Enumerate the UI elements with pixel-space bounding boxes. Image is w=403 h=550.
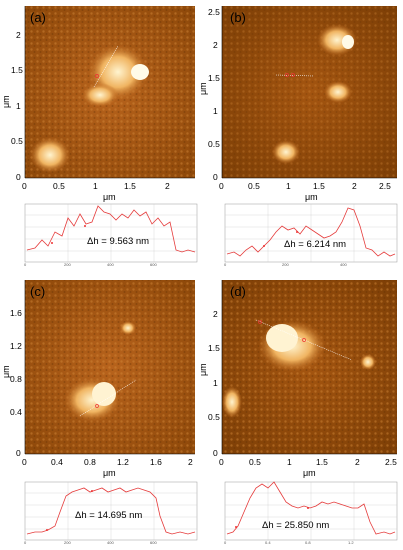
y-tick: 0 xyxy=(213,172,218,182)
y-tick: 0 xyxy=(16,172,21,182)
section-line xyxy=(255,319,353,361)
height-profile-b: Δh = 6.214 nm 0 200 400 xyxy=(224,203,398,267)
section-line xyxy=(275,74,315,77)
x-tick: 1.2 xyxy=(117,457,129,467)
x-tick: 2.5 xyxy=(385,457,397,467)
y-tick: 0.5 xyxy=(208,412,220,422)
x-tick: 0 xyxy=(219,457,224,467)
x-tick: 1 xyxy=(287,457,292,467)
y-tick: 2.5 xyxy=(208,7,220,17)
y-tick: 1.5 xyxy=(208,73,220,83)
x-tick: 0 xyxy=(22,181,27,191)
y-tick: 0 xyxy=(16,448,21,458)
y-tick: 0.8 xyxy=(10,374,22,384)
svg-text:600: 600 xyxy=(150,540,157,545)
x-tick: 1.5 xyxy=(124,181,136,191)
y-tick: 0.4 xyxy=(10,407,22,417)
y-tick: 2 xyxy=(213,40,218,50)
y-tick: 1.6 xyxy=(10,308,22,318)
svg-text:200: 200 xyxy=(282,262,289,267)
height-difference-label: Δh = 14.695 nm xyxy=(75,510,142,521)
height-profile-c: Δh = 14.695 nm 0 200 400 600 xyxy=(24,481,198,545)
svg-text:0: 0 xyxy=(24,540,27,545)
panel-b-figure: (b) 0 0.5 1 1.5 2 2.5 μm 0 0.5 1 1.5 2 2… xyxy=(200,6,398,267)
x-tick: 0 xyxy=(219,181,224,191)
x-axis-label: μm xyxy=(303,468,316,478)
svg-text:200: 200 xyxy=(64,540,71,545)
height-profile-a: Δh = 9.563 nm 0 200 400 600 xyxy=(24,203,198,267)
svg-text:400: 400 xyxy=(107,262,114,267)
svg-text:0.4: 0.4 xyxy=(265,540,271,545)
x-tick: 0.8 xyxy=(84,457,96,467)
x-tick: 2 xyxy=(352,181,357,191)
height-difference-label: Δh = 9.563 nm xyxy=(87,236,149,247)
x-tick: 0.5 xyxy=(53,181,65,191)
x-tick: 0.5 xyxy=(248,181,260,191)
y-tick: 2 xyxy=(16,30,21,40)
x-axis-label: μm xyxy=(305,192,318,202)
panel-b: (b) 0 0.5 1 1.5 2 2.5 μm 0 0.5 1 1.5 2 2… xyxy=(200,0,403,268)
svg-text:0: 0 xyxy=(224,262,227,267)
panel-c: (c) 0 0.4 0.8 1.2 1.6 2 μm 0 0.4 0.8 1.2… xyxy=(0,276,200,550)
svg-text:600: 600 xyxy=(150,262,157,267)
y-axis-label: μm xyxy=(200,82,208,95)
profile-line xyxy=(226,207,396,257)
profile-line xyxy=(226,481,396,535)
y-axis-label: μm xyxy=(200,363,208,376)
y-axis-label: μm xyxy=(1,95,11,108)
y-tick: 0.5 xyxy=(208,139,220,149)
panel-c-figure: (c) 0 0.4 0.8 1.2 1.6 2 μm 0 0.4 0.8 1.2… xyxy=(1,280,198,545)
panel-label: (a) xyxy=(30,10,46,25)
y-tick: 1.2 xyxy=(10,341,22,351)
height-difference-label: Δh = 25.850 nm xyxy=(262,520,329,531)
height-difference-label: Δh = 6.214 nm xyxy=(284,239,346,250)
x-tick: 1.5 xyxy=(313,181,325,191)
svg-text:1.2: 1.2 xyxy=(348,540,354,545)
svg-text:0: 0 xyxy=(24,262,27,267)
y-tick: 1 xyxy=(16,101,21,111)
svg-text:0: 0 xyxy=(224,540,227,545)
svg-text:400: 400 xyxy=(107,540,114,545)
panel-label: (d) xyxy=(230,284,246,299)
panel-label: (b) xyxy=(230,10,246,25)
panel-a-figure: (a) 0 0.5 1 1.5 2 μm 0 0.5 1 1.5 2 μm Δh… xyxy=(1,6,198,267)
panel-d-figure: (d) 0 0.5 1 1.5 2 2.5 μm 0 0.5 1 1.5 2 μ… xyxy=(200,280,398,545)
svg-text:200: 200 xyxy=(64,262,71,267)
svg-text:400: 400 xyxy=(340,262,347,267)
x-tick: 0.5 xyxy=(249,457,261,467)
panel-d: (d) 0 0.5 1 1.5 2 2.5 μm 0 0.5 1 1.5 2 μ… xyxy=(200,276,403,550)
x-tick: 1 xyxy=(286,181,291,191)
panel-a: (a) 0 0.5 1 1.5 2 μm 0 0.5 1 1.5 2 μm Δh… xyxy=(0,0,200,268)
y-tick: 2 xyxy=(213,309,218,319)
x-tick: 2 xyxy=(355,457,360,467)
y-tick: 1.5 xyxy=(208,343,220,353)
x-tick: 1.6 xyxy=(150,457,162,467)
y-tick: 1 xyxy=(213,106,218,116)
x-axis-label: μm xyxy=(103,192,116,202)
svg-text:0.8: 0.8 xyxy=(305,540,311,545)
x-tick: 2 xyxy=(165,181,170,191)
panel-label: (c) xyxy=(30,284,45,299)
profile-line xyxy=(26,205,196,253)
y-axis-label: μm xyxy=(1,365,11,378)
y-tick: 1.5 xyxy=(11,65,23,75)
x-tick: 2.5 xyxy=(379,181,391,191)
x-tick: 1.5 xyxy=(316,457,328,467)
x-tick: 0 xyxy=(22,457,27,467)
height-profile-d: Δh = 25.850 nm 0 0.4 0.8 1.2 xyxy=(224,481,398,545)
x-tick: 0.4 xyxy=(51,457,63,467)
y-tick: 0 xyxy=(213,448,218,458)
x-tick: 1 xyxy=(93,181,98,191)
y-tick: 1 xyxy=(213,378,218,388)
profile-line xyxy=(26,487,196,535)
x-axis-label: μm xyxy=(103,468,116,478)
x-tick: 2 xyxy=(188,457,193,467)
y-tick: 0.5 xyxy=(11,136,23,146)
